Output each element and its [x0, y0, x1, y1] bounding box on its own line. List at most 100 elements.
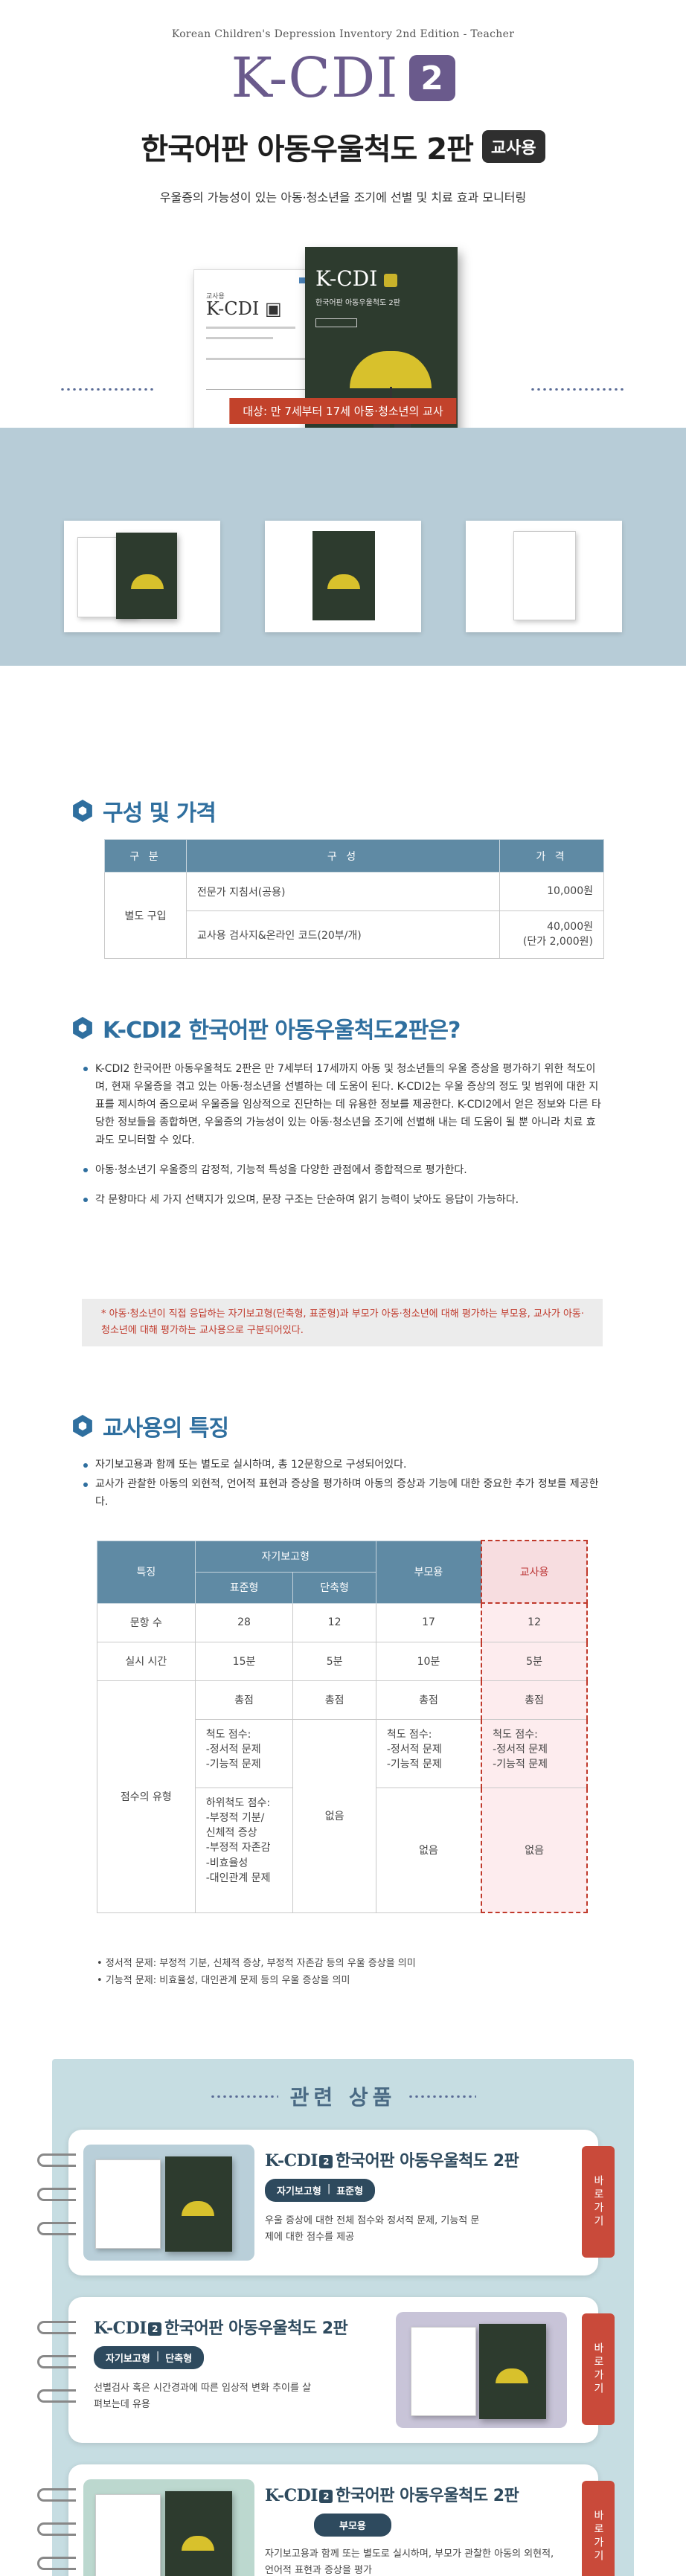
hero-logo-badge: 2: [408, 55, 455, 101]
tag-self-report: 자기보고형: [94, 2346, 156, 2369]
list-item: 아동·청소년기 우울증의 감정적, 기능적 특성을 다양한 관점에서 종합적으로…: [82, 1161, 603, 1179]
table-footnotes: 정서적 문제: 부정적 기분, 신체적 증상, 부정적 자존감 등의 우울 증상…: [97, 1955, 416, 1990]
related-tags: 자기보고형 | 단축형: [94, 2346, 205, 2369]
cell: 총점: [194, 1680, 294, 1720]
version-note: * 아동·청소년이 직접 응답하는 자기보고형(단축형, 표준형)과 부모가 아…: [82, 1299, 603, 1347]
related-tags: 부모용: [314, 2514, 391, 2537]
row-label: 점수의 유형: [97, 1680, 196, 1913]
col-header-self: 자기보고형: [194, 1540, 376, 1573]
col-header-category: 구 분: [104, 839, 187, 873]
item-price-cell: 40,000원 (단가 2,000원): [499, 910, 604, 959]
cell: 척도 점수: -정서적 문제 -기능적 문제: [481, 1718, 588, 1788]
cell: 척도 점수: -정서적 문제 -기능적 문제: [375, 1718, 482, 1788]
table-row: 문항 수 28 12 17 12: [97, 1602, 588, 1642]
go-button[interactable]: 바로가기: [582, 2146, 615, 2258]
answer-sheet-thumb: [466, 521, 622, 632]
table-row: 척도 점수: -정서적 문제 -기능적 문제 없음 척도 점수: -정서적 문제…: [97, 1718, 588, 1913]
item-price: 40,000원: [547, 920, 593, 933]
go-button[interactable]: 바로가기: [582, 2481, 615, 2576]
item-name: 교사용 검사지&온라인 코드(20부/개): [186, 910, 500, 959]
cell: 5분: [292, 1641, 376, 1681]
go-button[interactable]: 바로가기: [582, 2313, 615, 2425]
tag-separator: |: [156, 2346, 160, 2369]
related-tags: 자기보고형 | 표준형: [265, 2179, 376, 2202]
manual-image: [265, 521, 421, 632]
row-label: 문항 수: [97, 1602, 196, 1642]
product-thumb: [83, 2145, 254, 2261]
hexagon-icon: [71, 800, 94, 822]
row-label: 실시 시간: [97, 1641, 196, 1681]
decorative-dots-left: [209, 2095, 278, 2098]
related-title: 관련 상품: [289, 2085, 397, 2110]
pricing-title: 구성 및 가격: [103, 800, 217, 826]
col-header-standard: 표준형: [194, 1571, 294, 1604]
footnote: 정서적 문제: 부정적 기분, 신체적 증상, 부정적 자존감 등의 우울 증상…: [97, 1955, 416, 1972]
related-card-parent[interactable]: K-CDI 2 한국어판 아동우울척도 2판 부모용 자기보고용과 함께 또는 별도…: [37, 2464, 615, 2576]
item-name: 전문가 지침서(공용): [186, 872, 500, 911]
hexagon-icon: [71, 1017, 94, 1039]
hero-title-badge: 교사용: [481, 130, 545, 163]
cell: 하위척도 점수: -부정적 기분/ 신체적 증상 -부정적 자존감 -비효율성 …: [194, 1787, 294, 1913]
cell: 없음: [292, 1718, 376, 1913]
tag-self-report: 자기보고형: [265, 2179, 327, 2202]
col-header-price: 가 격: [499, 839, 604, 873]
related-card-short[interactable]: K-CDI 2 한국어판 아동우울척도 2판 자기보고형 | 단축형 선별검사 혹은…: [37, 2297, 615, 2443]
related-product-name: K-CDI 2 한국어판 아동우울척도 2판: [94, 2319, 348, 2338]
intro-list: K-CDI2 한국어판 아동우울척도 2판은 만 7세부터 17세까지 아동 및…: [82, 1060, 603, 1221]
related-products: 관련 상품 K-CDI 2 한국어판 아동우울척도 2판 자기보고형 | 표준형 우…: [37, 2059, 634, 2576]
footnote: 기능적 문제: 비효율성, 대인관계 문제 등의 우울 증상을 의미: [97, 1972, 416, 1989]
hero-logo-text: K-CDI: [231, 46, 399, 110]
cell: 12: [292, 1602, 376, 1642]
cell: 척도 점수: -정서적 문제 -기능적 문제: [194, 1718, 294, 1788]
tag-parent: 부모용: [314, 2514, 391, 2537]
product-thumb: [83, 2479, 254, 2576]
hero-title-row: 한국어판 아동우울척도 2판 교사용: [0, 125, 686, 168]
intro-title: K-CDI2 한국어판 아동우울척도2판은?: [103, 1018, 461, 1044]
hero-subtitle: 우울증의 가능성이 있는 아동·청소년을 조기에 선별 및 치료 효과 모니터링: [159, 190, 527, 205]
cell: 없음: [375, 1787, 482, 1913]
related-desc: 우울 증상에 대한 전체 점수와 정서적 문제, 기능적 문제에 대한 점수를 …: [265, 2215, 480, 2243]
features-heading: 교사용의 특징: [71, 1410, 229, 1442]
col-header-composition: 구 성: [186, 839, 500, 873]
hero-logo: K-CDI 2: [0, 51, 686, 106]
hexagon-icon: [71, 1415, 94, 1437]
col-header-short: 단축형: [292, 1571, 376, 1604]
hero-book-images: 교사용 K-CDI ▣ K-CDI 한국어판 아동우울척도 2판: [0, 247, 686, 485]
item-price: 10,000원: [499, 872, 604, 911]
group-label: 별도 구입: [104, 872, 187, 959]
product-image-strip: [0, 428, 686, 666]
cell: 총점: [375, 1680, 482, 1720]
table-row: 교사용 검사지&온라인 코드(20부/개) 40,000원 (단가 2,000원…: [105, 910, 604, 959]
item-unit-price: (단가 2,000원): [522, 935, 593, 948]
list-item: 자기보고용과 함께 또는 별도로 실시하며, 총 12문항으로 구성되어있다.: [82, 1456, 603, 1474]
col-header-parent: 부모용: [375, 1540, 482, 1604]
cell: 28: [194, 1602, 294, 1642]
list-item: K-CDI2 한국어판 아동우울척도 2판은 만 7세부터 17세까지 아동 및…: [82, 1060, 603, 1149]
features-title: 교사용의 특징: [103, 1416, 229, 1442]
col-header-teacher: 교사용: [481, 1540, 588, 1604]
cell: 총점: [292, 1680, 376, 1720]
col-header-feature: 특징: [97, 1540, 196, 1604]
table-row: 하위척도 점수: -부정적 기분/ 신체적 증상 -부정적 자존감 -비효율성 …: [97, 1787, 588, 1913]
decorative-dots-left: [60, 388, 156, 391]
cell: 10분: [375, 1641, 482, 1681]
binder-rings: [37, 2153, 76, 2235]
cell: 5분: [481, 1641, 588, 1681]
related-desc: 자기보고용과 함께 또는 별도로 실시하며, 부모가 관찰한 아동의 외현적, …: [265, 2548, 554, 2576]
related-product-name: K-CDI 2 한국어판 아동우울척도 2판: [265, 2151, 519, 2171]
related-card-standard[interactable]: K-CDI 2 한국어판 아동우울척도 2판 자기보고형 | 표준형 우울 증상에 …: [37, 2130, 615, 2275]
pricing-heading: 구성 및 가격: [71, 794, 217, 827]
tag-standard: 표준형: [330, 2179, 376, 2202]
cell: 없음: [481, 1787, 588, 1913]
binder-rings: [37, 2488, 76, 2570]
comparison-table: 특징 자기보고형 부모용 교사용 표준형 단축형 문항 수 28 12 17 1…: [97, 1540, 588, 1913]
list-item: 각 문항마다 세 가지 선택지가 있으며, 문장 구조는 단순하여 읽기 능력이…: [82, 1191, 603, 1209]
product-set-image: [64, 521, 220, 632]
table-row: 실시 시간 15분 5분 10분 5분: [97, 1641, 588, 1681]
table-row: 점수의 유형 총점 총점 총점 총점: [97, 1680, 588, 1913]
cell: 15분: [194, 1641, 294, 1681]
related-desc: 선별검사 혹은 시간경과에 따른 임상적 변화 추이를 살펴보는데 유용: [94, 2383, 312, 2411]
cell: 총점: [481, 1680, 588, 1720]
table-row: 별도 구입 전문가 지침서(공용) 10,000원: [104, 872, 604, 959]
